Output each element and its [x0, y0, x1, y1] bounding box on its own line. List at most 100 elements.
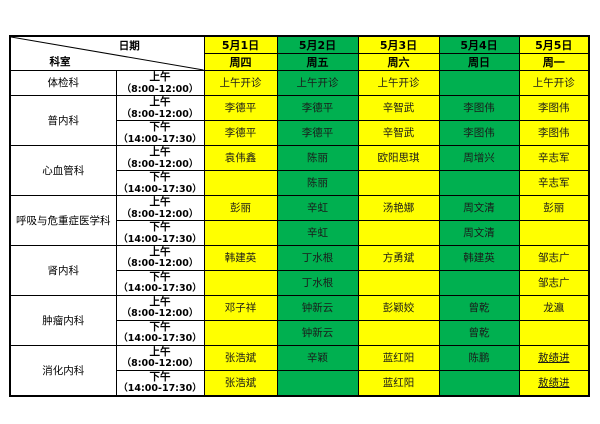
weekday-header: 周四: [203, 53, 278, 71]
schedule-cell: 钟新云: [276, 294, 359, 321]
schedule-cell: 彭丽: [203, 194, 278, 221]
date-header: 5月1日: [203, 35, 278, 54]
department-name: 呼吸与危重症医学科: [9, 194, 117, 246]
schedule-table: 日期 科室 5月1日 5月2日 5月3日 5月4日 5月5日 周四 周五 周六 周日 周一 体检科 上午…: [9, 35, 590, 397]
schedule-cell: [438, 70, 520, 96]
time-slot-hours: （8:00-12:00）: [121, 358, 199, 370]
schedule-cell: 上午开诊: [357, 70, 440, 96]
time-slot-cell: 上午 （8:00-12:00）: [115, 194, 205, 221]
department-name: 肾内科: [9, 244, 117, 296]
schedule-cell: 蓝红阳: [357, 344, 440, 371]
schedule-cell: 邹志广: [518, 269, 590, 296]
schedule-cell: 上午开诊: [518, 70, 590, 96]
time-slot-hours: （8:00-12:00）: [121, 108, 199, 120]
schedule-cell: 敖绩进: [518, 344, 590, 371]
corner-cell: 日期科室: [9, 35, 205, 71]
schedule-cell: 钟新云: [276, 319, 359, 346]
weekday-header: 周六: [357, 53, 440, 71]
schedule-cell: 辛志军: [518, 169, 590, 196]
schedule-cell: [276, 369, 359, 397]
schedule-cell: [438, 369, 520, 397]
department-name: 体检科: [9, 70, 117, 96]
time-slot-label: 下午: [149, 120, 171, 133]
schedule-cell: [357, 169, 440, 196]
schedule-cell: 周文清: [438, 194, 520, 221]
schedule-cell: 辛虹: [276, 219, 359, 246]
time-slot-hours: （14:00-17:30）: [118, 233, 202, 245]
schedule-cell: 周增兴: [438, 144, 520, 171]
schedule-cell: [203, 319, 278, 346]
schedule-cell: 袁伟鑫: [203, 144, 278, 171]
schedule-cell: 龙瀛: [518, 294, 590, 321]
time-slot-label: 上午: [149, 145, 171, 158]
schedule-cell: 辛志军: [518, 144, 590, 171]
time-slot-hours: （14:00-17:30）: [118, 333, 202, 345]
schedule-cell: 辛颖: [276, 344, 359, 371]
schedule-cell: 周文清: [438, 219, 520, 246]
time-slot-label: 上午: [149, 245, 171, 258]
time-slot-label: 上午: [149, 295, 171, 308]
schedule-cell: 蓝红阳: [357, 369, 440, 397]
weekday-header: 周一: [518, 53, 590, 71]
schedule-cell: 方勇斌: [357, 244, 440, 271]
schedule-cell: 曾乾: [438, 319, 520, 346]
date-header: 5月3日: [357, 35, 440, 54]
header-weekday-row: 周四 周五 周六 周日 周一: [10, 53, 590, 71]
schedule-row: 下午 （14:00-17:30） 辛虹 周文清: [10, 219, 590, 246]
schedule-cell: 上午开诊: [276, 70, 359, 96]
schedule-row: 下午 （14:00-17:30） 张浩斌 蓝红阳 敖绩进: [10, 369, 590, 397]
schedule-cell: 欧阳思琪: [357, 144, 440, 171]
schedule-cell: 张浩斌: [203, 344, 278, 371]
time-slot-cell: 下午 （14:00-17:30）: [115, 219, 205, 246]
schedule-cell: 李德平: [276, 119, 359, 146]
time-slot-hours: （14:00-17:30）: [118, 133, 202, 145]
schedule-row: 体检科 上午 （8:00-12:00） 上午开诊 上午开诊 上午开诊 上午开诊: [9, 70, 590, 96]
schedule-cell: 李图伟: [438, 94, 520, 121]
schedule-cell: 辛智武: [357, 119, 440, 146]
schedule-row: 下午 （14:00-17:30） 陈丽 辛志军: [10, 169, 590, 196]
schedule-cell: 彭颖姣: [357, 294, 440, 321]
time-slot-hours: （8:00-12:00）: [121, 308, 199, 320]
schedule-cell: 韩建英: [438, 244, 520, 271]
schedule-cell: [518, 319, 590, 346]
time-slot-hours: （8:00-12:00）: [121, 208, 199, 220]
time-slot-label: 下午: [149, 270, 171, 283]
corner-date-label: 日期: [118, 40, 140, 52]
time-slot-label: 下午: [149, 220, 171, 233]
department-name: 消化内科: [9, 344, 117, 397]
schedule-cell: 李图伟: [438, 119, 520, 146]
time-slot-hours: （8:00-12:00）: [121, 83, 199, 95]
time-slot-hours: （14:00-17:30）: [118, 283, 202, 295]
schedule-row: 下午 （14:00-17:30） 丁水根 邹志广: [10, 269, 590, 296]
time-slot-cell: 下午 （14:00-17:30）: [115, 269, 205, 296]
schedule-cell: [203, 219, 278, 246]
schedule-cell: 李德平: [203, 119, 278, 146]
schedule-cell: 李德平: [203, 94, 278, 121]
schedule-cell: 曾乾: [438, 294, 520, 321]
time-slot-cell: 上午 （8:00-12:00）: [115, 144, 205, 171]
time-slot-cell: 上午 （8:00-12:00）: [115, 344, 205, 371]
schedule-cell: 汤艳娜: [357, 194, 440, 221]
table-body: 体检科 上午 （8:00-12:00） 上午开诊 上午开诊 上午开诊 上午开诊 普内科 上午 （8…: [9, 70, 590, 397]
header-date-row: 日期 科室 5月1日 5月2日 5月3日 5月4日 5月5日: [9, 35, 590, 71]
time-slot-hours: （14:00-17:30）: [118, 183, 202, 195]
schedule-cell: 彭丽: [518, 194, 590, 221]
schedule-cell: 丁水根: [276, 244, 359, 271]
time-slot-cell: 下午 （14:00-17:30）: [115, 119, 205, 146]
schedule-row: 肿瘤内科 上午 （8:00-12:00） 邓子祥 钟新云 彭颖姣 曾乾 龙瀛: [9, 294, 590, 346]
schedule-cell: 李德平: [276, 94, 359, 121]
schedule-cell: [357, 219, 440, 246]
time-slot-cell: 下午 （14:00-17:30）: [115, 169, 205, 196]
corner-dept-label: 科室: [49, 56, 71, 68]
date-header: 5月2日: [276, 35, 359, 54]
time-slot-cell: 上午 （8:00-12:00）: [115, 244, 205, 271]
time-slot-hours: （14:00-17:30）: [118, 383, 202, 395]
weekday-header: 周五: [276, 53, 359, 71]
schedule-cell: [438, 269, 520, 296]
time-slot-cell: 下午 （14:00-17:30）: [115, 369, 205, 397]
schedule-cell: 韩建英: [203, 244, 278, 271]
schedule-row: 下午 （14:00-17:30） 李德平 李德平 辛智武 李图伟 李图伟: [10, 119, 590, 146]
schedule-cell: [357, 319, 440, 346]
department-name: 心血管科: [9, 144, 117, 196]
schedule-cell: 邓子祥: [203, 294, 278, 321]
